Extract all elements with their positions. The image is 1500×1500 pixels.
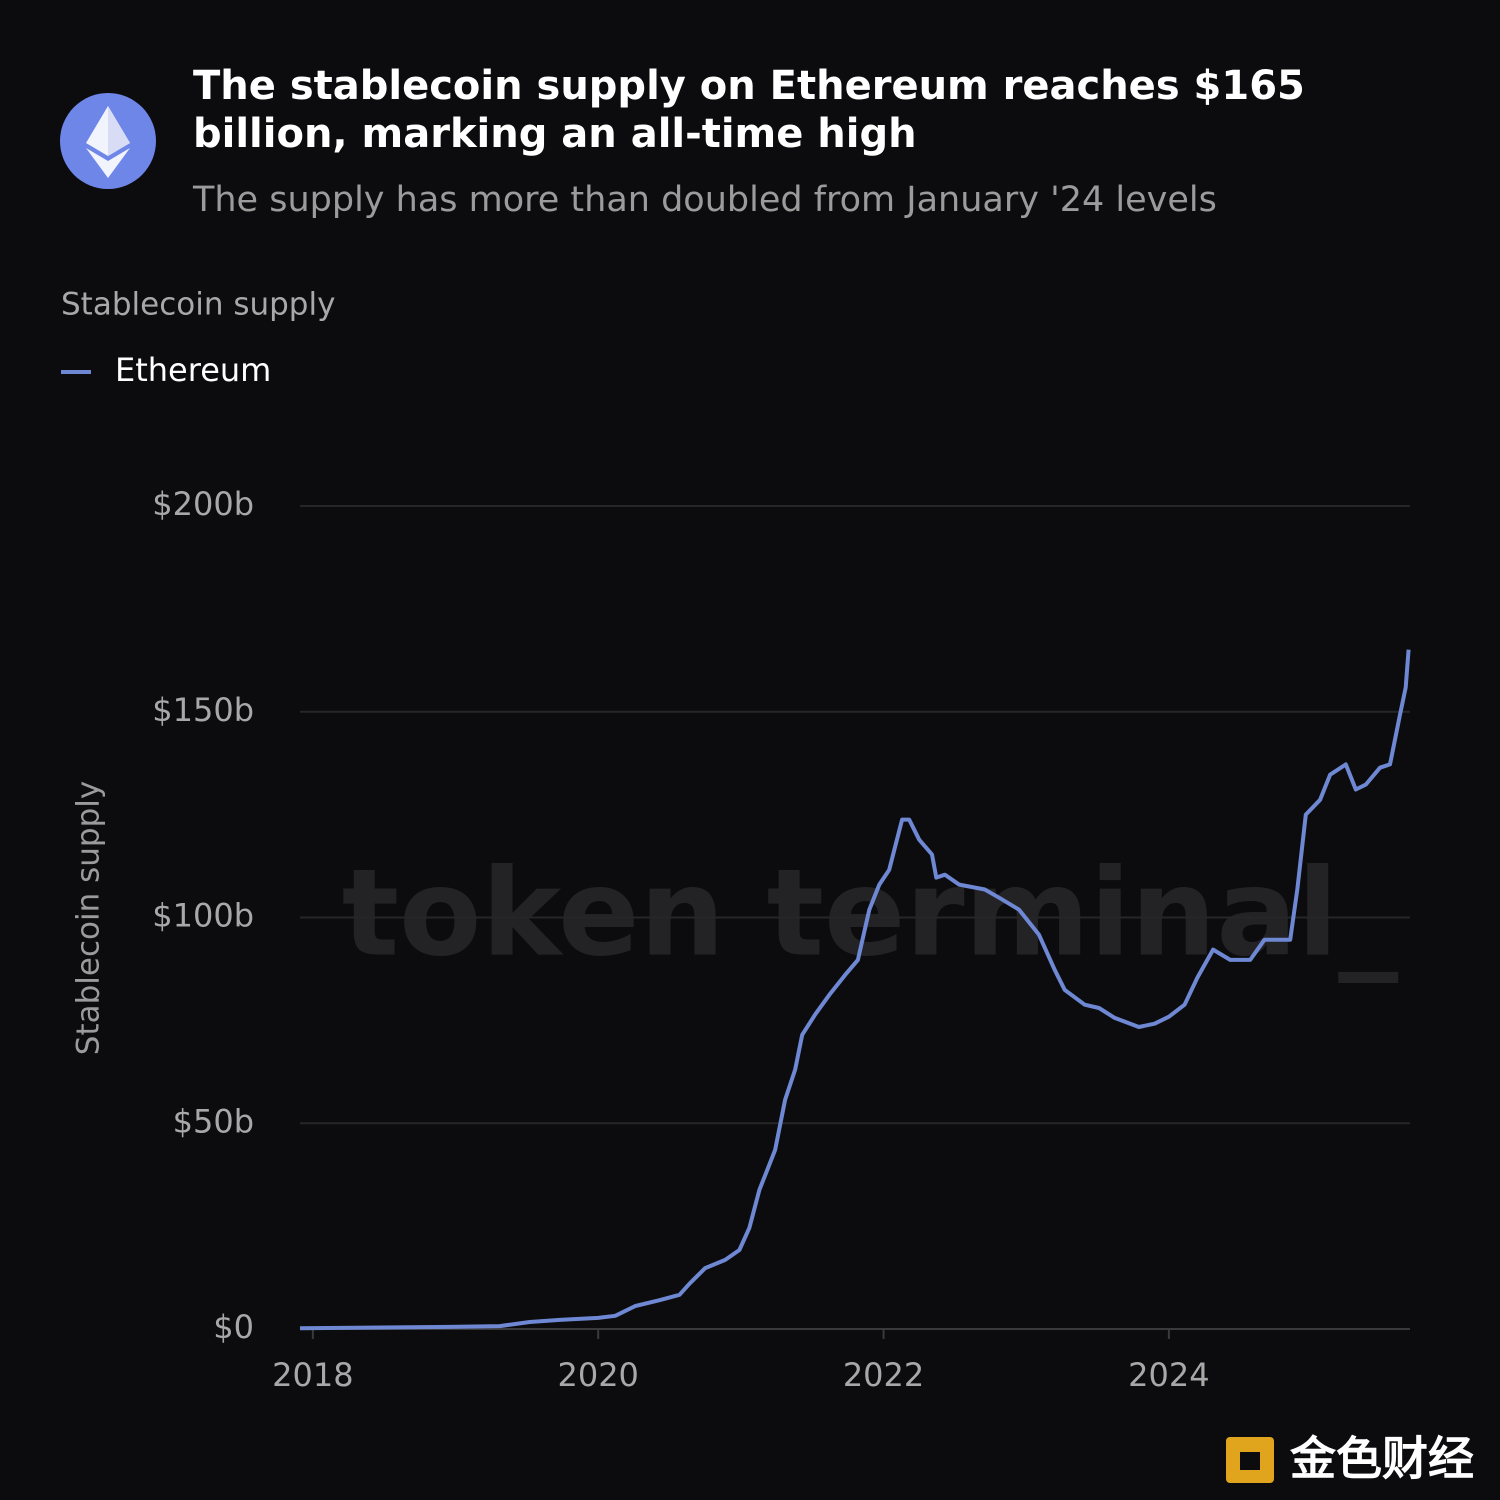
chart-label: Stablecoin supply [61, 287, 335, 323]
y-tick-label: $100b [152, 897, 254, 935]
x-tick-label: 2020 [557, 1356, 638, 1394]
x-tick-label: 2022 [843, 1356, 924, 1394]
y-tick-label: $50b [173, 1102, 254, 1140]
x-tick-label: 2024 [1128, 1356, 1209, 1394]
chart-title: The stablecoin supply on Ethereum reache… [193, 63, 1305, 157]
data-line [299, 649, 1411, 1331]
legend-label: Ethereum [115, 351, 271, 389]
y-axis-label: Stablecoin supply [71, 781, 107, 1055]
source-logo-text: 金色财经 [1289, 1432, 1474, 1486]
y-tick-label: $200b [152, 485, 254, 523]
ethereum-icon [60, 93, 156, 189]
x-tick-label: 2018 [272, 1356, 353, 1394]
source-logo: 金色财经 [1226, 1432, 1474, 1486]
y-tick-label: $150b [152, 691, 254, 729]
chart-subtitle: The supply has more than doubled from Ja… [193, 180, 1217, 220]
y-tick-label: $0 [213, 1308, 254, 1346]
